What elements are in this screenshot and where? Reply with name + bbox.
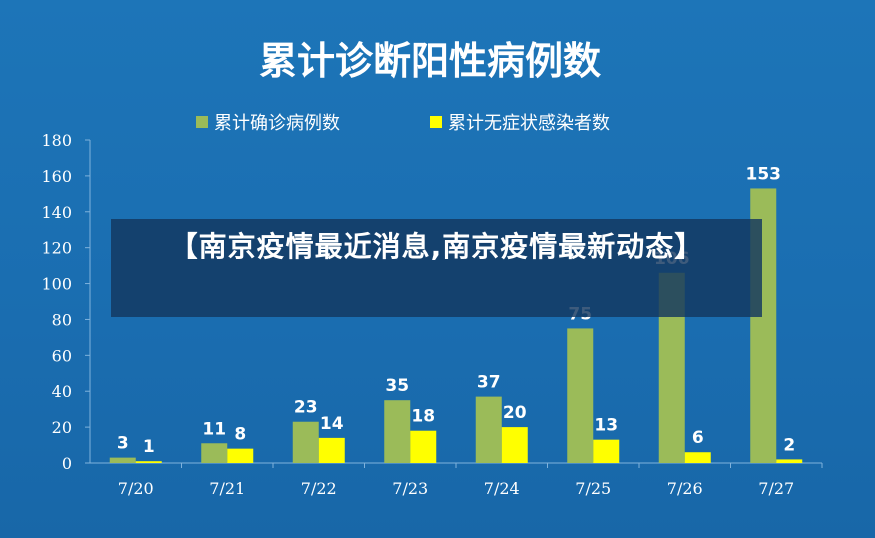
legend: 累计确诊病例数 累计无症状感染者数 <box>196 113 610 134</box>
bar-confirmed <box>201 443 228 463</box>
data-label-asymptomatic: 20 <box>503 403 527 423</box>
bar-asymptomatic <box>318 437 345 463</box>
headline-overlay: 【南京疫情最近消息,南京疫情最新动态】 <box>111 219 762 317</box>
data-label-confirmed: 3 <box>117 434 129 454</box>
bar-asymptomatic <box>135 461 162 463</box>
x-tick-label: 7/23 <box>392 479 428 498</box>
x-tick-label: 7/25 <box>575 479 611 498</box>
legend-swatch-asymptomatic <box>430 116 442 128</box>
y-tick-label: 0 <box>62 454 72 473</box>
y-tick-label: 80 <box>52 310 72 329</box>
data-label-confirmed: 11 <box>202 419 226 439</box>
y-tick-label: 60 <box>52 346 72 365</box>
chart-title: 累计诊断阳性病例数 <box>259 39 601 83</box>
y-tick-label: 40 <box>52 382 72 401</box>
bar-asymptomatic <box>593 439 620 463</box>
y-tick-label: 140 <box>41 203 72 222</box>
data-label-confirmed: 23 <box>294 398 318 418</box>
headline-text: 【南京疫情最近消息,南京疫情最新动态】 <box>169 230 704 263</box>
x-tick-label: 7/24 <box>484 479 520 498</box>
data-label-asymptomatic: 2 <box>783 435 795 455</box>
bar-asymptomatic <box>684 452 711 463</box>
legend-label-confirmed: 累计确诊病例数 <box>214 113 340 134</box>
bar-confirmed <box>384 400 411 463</box>
legend-swatch-confirmed <box>196 116 208 128</box>
bar-confirmed <box>109 457 136 463</box>
x-tick-label: 7/26 <box>667 479 703 498</box>
bar-asymptomatic <box>776 459 803 463</box>
y-tick-label: 120 <box>41 239 72 258</box>
x-tick-label: 7/27 <box>758 479 794 498</box>
data-label-asymptomatic: 14 <box>320 414 344 434</box>
data-label-confirmed: 37 <box>477 373 501 393</box>
x-tick-label: 7/21 <box>209 479 245 498</box>
y-tick-label: 160 <box>41 167 72 186</box>
legend-label-asymptomatic: 累计无症状感染者数 <box>448 113 610 134</box>
x-tick-label: 7/22 <box>301 479 337 498</box>
data-label-asymptomatic: 13 <box>594 416 618 436</box>
bar-confirmed <box>567 328 594 463</box>
bar-confirmed <box>475 396 502 463</box>
data-label-asymptomatic: 6 <box>692 428 704 448</box>
x-tick-label: 7/20 <box>118 479 154 498</box>
data-label-asymptomatic: 8 <box>234 425 246 445</box>
data-label-asymptomatic: 1 <box>143 437 155 457</box>
bar-confirmed <box>292 421 319 463</box>
y-tick-label: 20 <box>52 418 72 437</box>
y-tick-label: 100 <box>41 275 72 294</box>
data-label-confirmed: 35 <box>385 376 409 396</box>
data-label-confirmed: 153 <box>746 164 782 184</box>
bar-asymptomatic <box>501 427 528 463</box>
y-tick-label: 180 <box>41 131 72 150</box>
bar-asymptomatic <box>227 448 254 463</box>
bar-asymptomatic <box>410 430 437 463</box>
data-label-asymptomatic: 18 <box>411 407 435 427</box>
